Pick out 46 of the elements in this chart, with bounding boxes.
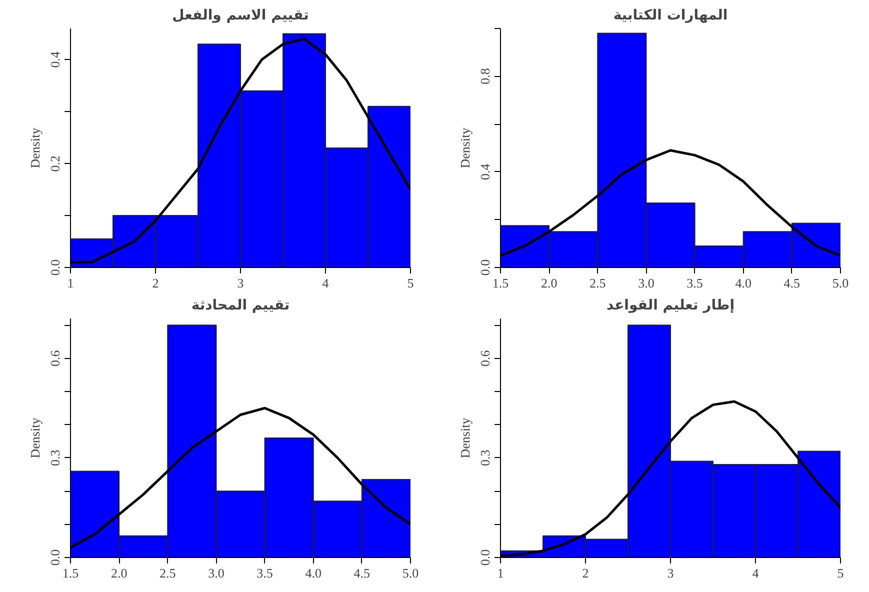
y-tick-label: 0.2 [48, 155, 62, 172]
x-tick-label: 3.0 [208, 566, 224, 580]
x-tick-label: 2.5 [590, 276, 606, 290]
x-tick-label: 4.5 [354, 566, 370, 580]
x-tick-label: 2 [582, 566, 589, 580]
x-tick-label: 4.5 [784, 276, 800, 290]
y-axis-title: Density [28, 417, 42, 458]
y-tick-label: 0.4 [478, 163, 492, 180]
x-tick-label: 2.0 [110, 566, 128, 580]
x-tick-label: 2.5 [160, 566, 176, 580]
y-axis-title: Density [458, 127, 472, 168]
x-tick-label: 3.0 [638, 276, 654, 290]
chart-title: تقييم المحادثة [191, 298, 290, 314]
x-tick-label: 4 [752, 566, 760, 580]
chart-title: المهارات الكتابية [613, 8, 728, 24]
x-tick-label: 3 [667, 566, 674, 580]
chart-title: تقييم الاسم والفعل [172, 8, 309, 24]
y-tick-label: 0.0 [478, 549, 492, 566]
x-tick-label: 5.0 [402, 566, 419, 580]
x-tick-label: 4.0 [735, 276, 752, 290]
x-tick-label: 1.5 [62, 566, 79, 580]
x-tick-label: 2.0 [540, 276, 558, 290]
y-tick-label: 0.6 [48, 350, 62, 366]
x-tick-label: 3 [237, 276, 244, 290]
x-tick-label: 1.5 [492, 276, 509, 290]
chart-title: إطار تعليم القواعد [606, 298, 734, 314]
x-tick-label: 4.0 [305, 566, 322, 580]
x-tick-label: 1 [67, 276, 74, 290]
y-tick-label: 0.3 [478, 450, 492, 466]
y-axis-title: Density [28, 127, 42, 168]
y-tick-label: 0.6 [478, 350, 492, 366]
y-tick-label: 0.8 [478, 68, 492, 84]
x-tick-label: 5 [837, 566, 844, 580]
x-tick-label: 4 [322, 276, 330, 290]
y-tick-label: 0.0 [48, 259, 62, 276]
y-tick-label: 0.3 [48, 450, 62, 466]
x-tick-label: 2 [152, 276, 159, 290]
y-axis-title: Density [458, 417, 472, 458]
y-tick-label: 0.0 [48, 549, 62, 566]
x-tick-label: 5 [407, 276, 414, 290]
x-tick-label: 5.0 [832, 276, 849, 290]
x-tick-label: 3.5 [686, 276, 703, 290]
x-tick-label: 1 [497, 566, 504, 580]
y-tick-label: 0.4 [48, 51, 62, 68]
x-tick-label: 3.5 [256, 566, 273, 580]
y-tick-label: 0.0 [478, 259, 492, 276]
